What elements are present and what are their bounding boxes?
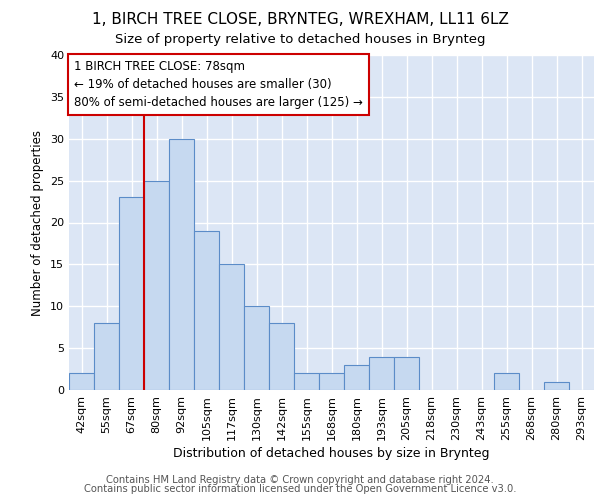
Y-axis label: Number of detached properties: Number of detached properties xyxy=(31,130,44,316)
Text: Contains HM Land Registry data © Crown copyright and database right 2024.: Contains HM Land Registry data © Crown c… xyxy=(106,475,494,485)
Bar xyxy=(69,373,94,390)
Bar xyxy=(294,373,319,390)
Bar xyxy=(544,382,569,390)
Bar xyxy=(244,306,269,390)
Bar xyxy=(144,180,169,390)
Bar xyxy=(194,231,219,390)
Bar xyxy=(344,365,369,390)
Bar xyxy=(119,198,144,390)
Bar xyxy=(269,323,294,390)
Bar xyxy=(169,138,194,390)
Text: Size of property relative to detached houses in Brynteg: Size of property relative to detached ho… xyxy=(115,32,485,46)
Bar xyxy=(369,356,394,390)
X-axis label: Distribution of detached houses by size in Brynteg: Distribution of detached houses by size … xyxy=(173,447,490,460)
Bar xyxy=(94,323,119,390)
Text: 1, BIRCH TREE CLOSE, BRYNTEG, WREXHAM, LL11 6LZ: 1, BIRCH TREE CLOSE, BRYNTEG, WREXHAM, L… xyxy=(92,12,508,28)
Text: 1 BIRCH TREE CLOSE: 78sqm
← 19% of detached houses are smaller (30)
80% of semi-: 1 BIRCH TREE CLOSE: 78sqm ← 19% of detac… xyxy=(74,60,363,109)
Bar xyxy=(319,373,344,390)
Bar xyxy=(394,356,419,390)
Text: Contains public sector information licensed under the Open Government Licence v3: Contains public sector information licen… xyxy=(84,484,516,494)
Bar xyxy=(219,264,244,390)
Bar xyxy=(494,373,519,390)
